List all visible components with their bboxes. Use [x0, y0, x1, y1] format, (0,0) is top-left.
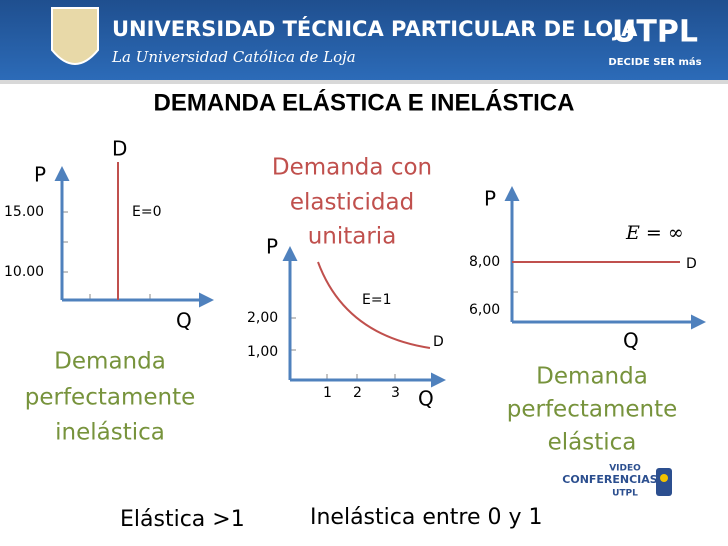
caption: elasticidad	[290, 190, 414, 216]
university-shield	[51, 7, 99, 65]
tick-label: 8,00	[469, 254, 500, 270]
d-label: D	[686, 256, 697, 272]
d-label: D	[112, 137, 127, 161]
q-label: Q	[176, 309, 192, 333]
tick-label: 2	[353, 385, 362, 401]
panel-unitary: Demanda con elasticidad unitaria P E=1 D…	[247, 155, 446, 411]
caption: Demanda	[54, 349, 166, 375]
tick-label: 3	[391, 385, 400, 401]
header-band	[0, 0, 728, 80]
tick-label: 15.00	[4, 204, 44, 220]
logo-text: VIDEO	[609, 464, 641, 474]
demand-curve	[317, 261, 431, 349]
caption: elástica	[548, 430, 637, 456]
e-label: E=0	[132, 204, 161, 220]
videoconference-logo: VIDEO CONFERENCIAS UTPL	[562, 464, 672, 499]
tick-label: 1,00	[247, 344, 278, 360]
p-label: P	[34, 163, 46, 187]
caption: Demanda con	[272, 155, 432, 181]
logo-icon	[660, 474, 668, 482]
q-label: Q	[623, 329, 639, 353]
footer-right: Inelástica entre 0 y 1	[310, 505, 543, 530]
panel-elastic: P E = ∞ D Q 8,00 6,00 Demanda perfectame…	[469, 186, 706, 456]
q-label: Q	[418, 387, 434, 411]
slogan: DECIDE SER más	[608, 56, 701, 68]
panel-inelastic: P D E=0 Q 15.00 10.00 Demanda perfectame…	[4, 137, 214, 446]
caption: perfectamente	[507, 397, 678, 423]
logo-text: CONFERENCIAS	[562, 473, 658, 486]
university-subtitle: La Universidad Católica de Loja	[111, 48, 356, 66]
e-label: E = ∞	[625, 222, 684, 244]
caption: perfectamente	[25, 385, 196, 411]
caption: unitaria	[308, 224, 397, 250]
tick-label: 1	[323, 385, 332, 401]
university-name: UNIVERSIDAD TÉCNICA PARTICULAR DE LOJA	[112, 16, 638, 41]
header-shadow	[0, 80, 728, 84]
e-label: E=1	[362, 292, 391, 308]
d-label: D	[433, 334, 444, 350]
p-label: P	[484, 187, 496, 211]
tick-label: 6,00	[469, 302, 500, 318]
slide-title: DEMANDA ELÁSTICA E INELÁSTICA	[154, 88, 575, 116]
tick-label: 10.00	[4, 264, 44, 280]
brand: UTPL	[612, 15, 698, 50]
p-label: P	[266, 235, 278, 259]
footer-left: Elástica >1	[120, 507, 245, 532]
caption: inelástica	[55, 420, 165, 446]
caption: Demanda	[536, 364, 648, 390]
tick-label: 2,00	[247, 310, 278, 326]
logo-text: UTPL	[612, 489, 638, 499]
